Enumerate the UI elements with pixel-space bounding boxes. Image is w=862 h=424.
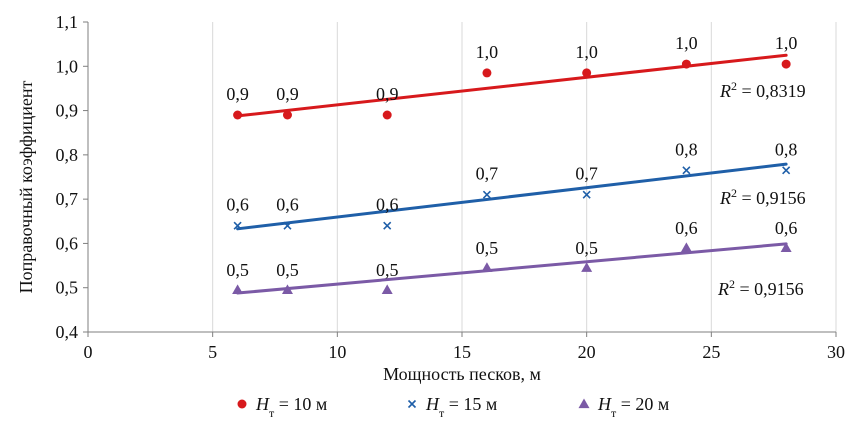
data-label: 0,7 [575, 164, 598, 184]
x-axis-title: Мощность песков, м [383, 364, 541, 384]
x-tick-label: 10 [328, 342, 346, 362]
axes [83, 21, 837, 337]
data-label: 0,7 [476, 164, 499, 184]
data-point [780, 242, 792, 252]
legend-marker [237, 399, 247, 409]
y-tick-label: 1,1 [56, 12, 79, 32]
data-label: 0,9 [276, 84, 299, 104]
data-label: 1,0 [575, 42, 598, 62]
data-point [582, 68, 592, 78]
data-point [232, 284, 244, 295]
r2-label: R2 = 0,9156 [717, 277, 804, 299]
r2-label: R2 = 0,8319 [719, 79, 806, 101]
data-point [282, 110, 292, 120]
data-label: 0,6 [376, 195, 399, 215]
y-axis-title: Поправочный коэффициент [16, 81, 36, 294]
data-label: 0,5 [476, 238, 499, 258]
legend-label: Hт = 20 м [597, 394, 669, 420]
data-label: 0,6 [226, 195, 249, 215]
y-tick-label: 1,0 [56, 56, 79, 76]
data-point [680, 242, 692, 252]
legend-item: Hт = 10 м [237, 394, 327, 420]
x-tick-label: 30 [827, 342, 845, 362]
data-label: 0,6 [276, 195, 299, 215]
data-point [781, 59, 791, 69]
trend-lines [236, 53, 788, 295]
legend-marker [578, 398, 590, 409]
data-point [383, 221, 392, 230]
x-tick-label: 0 [84, 342, 93, 362]
legend-label: Hт = 15 м [425, 394, 497, 420]
data-labels: 0,9 0,9 0,9 1,0 1,0 1,0 1,0 0,6 0,6 0,6 0,7 0,7 0,8 0… [226, 33, 797, 280]
trend-line [236, 53, 788, 118]
data-label: 0,8 [775, 139, 798, 159]
data-point [381, 284, 393, 295]
data-label: 0,8 [675, 139, 698, 159]
legend-label: Hт = 10 м [255, 394, 327, 420]
legend-item: Hт = 20 м [578, 394, 669, 420]
x-tick-label: 20 [578, 342, 596, 362]
trend-line [236, 162, 788, 231]
data-point [482, 190, 491, 199]
data-label: 0,5 [276, 260, 299, 280]
data-point [681, 59, 691, 69]
data-point [782, 166, 791, 175]
y-tick-label: 0,8 [56, 145, 79, 165]
data-point [283, 221, 292, 230]
legend-marker [407, 399, 417, 409]
trend-line [236, 242, 788, 295]
x-tick-label: 5 [208, 342, 217, 362]
x-tick-label: 25 [702, 342, 720, 362]
data-label: 0,5 [376, 260, 399, 280]
x-tick-label: 15 [453, 342, 471, 362]
data-label: 0,5 [575, 238, 598, 258]
y-tick-label: 0,7 [56, 189, 79, 209]
y-tick-label: 0,5 [56, 278, 79, 298]
data-point [582, 190, 591, 199]
data-point [682, 166, 691, 175]
y-tick-label: 0,9 [56, 101, 79, 121]
data-label: 0,9 [226, 84, 249, 104]
data-point [233, 110, 243, 120]
data-point [233, 221, 242, 230]
y-tick-label: 0,6 [56, 233, 79, 253]
data-point [581, 262, 593, 272]
data-label: 0,6 [675, 218, 698, 238]
data-point [382, 110, 392, 120]
data-points [232, 59, 792, 295]
legend: Hт = 10 м Hт = 15 м Hт = 20 м [237, 394, 669, 420]
tick-labels: 0,4 0,5 0,6 0,7 0,8 0,9 1,0 1,1 0 5 10 15 20 25 30 [56, 12, 846, 362]
data-label: 1,0 [476, 42, 499, 62]
legend-item: Hт = 15 м [407, 394, 497, 420]
data-point [281, 284, 293, 295]
y-tick-label: 0,4 [56, 322, 79, 342]
r2-label: R2 = 0,9156 [719, 186, 806, 208]
data-label: 1,0 [775, 33, 798, 53]
data-label: 0,9 [376, 84, 399, 104]
data-label: 1,0 [675, 33, 698, 53]
data-point [482, 68, 492, 78]
data-label: 0,5 [226, 260, 249, 280]
r2-labels: R2 = 0,8319 R2 = 0,9156 R2 = 0,9156 [717, 79, 806, 299]
data-label: 0,6 [775, 218, 798, 238]
data-point [481, 262, 493, 272]
